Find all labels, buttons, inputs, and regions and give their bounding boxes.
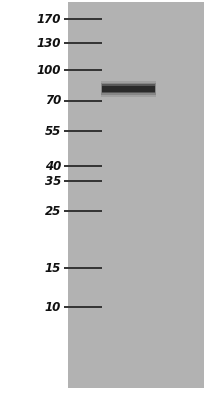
Text: 15: 15: [45, 262, 61, 274]
Text: 35: 35: [45, 175, 61, 188]
Text: 10: 10: [45, 301, 61, 314]
Bar: [102, 86, 155, 92]
Bar: [102, 84, 155, 93]
Text: 55: 55: [45, 125, 61, 138]
Bar: [101, 81, 156, 97]
Bar: [68, 2, 204, 388]
Text: 70: 70: [45, 94, 61, 107]
Text: 25: 25: [45, 205, 61, 218]
Text: 40: 40: [45, 160, 61, 172]
Text: 170: 170: [37, 13, 61, 26]
Text: 130: 130: [37, 37, 61, 50]
Text: 100: 100: [37, 64, 61, 76]
Bar: [101, 83, 156, 95]
